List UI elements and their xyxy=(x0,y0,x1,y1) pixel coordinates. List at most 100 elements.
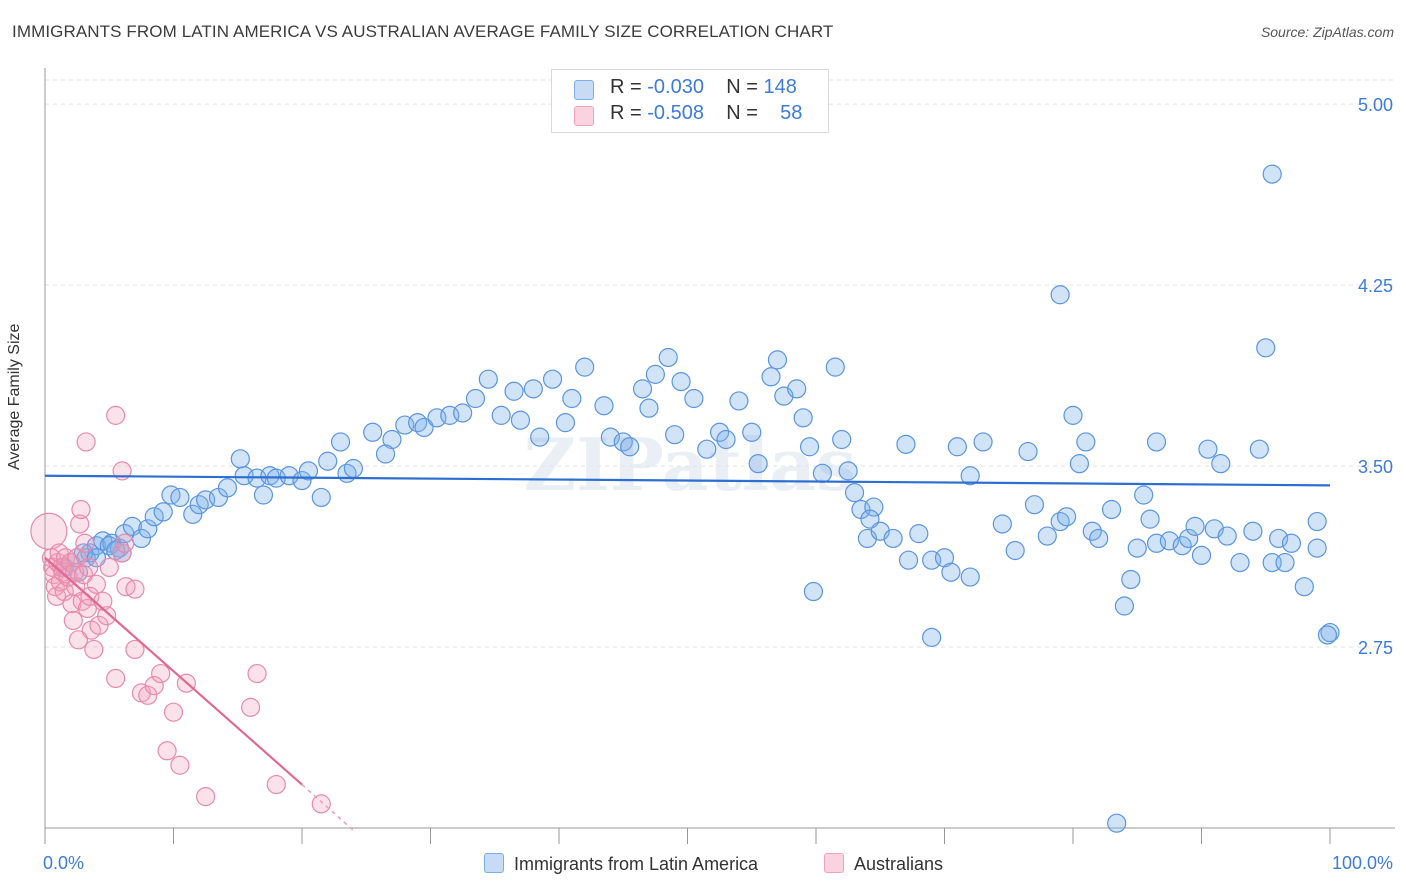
point-immigrants xyxy=(453,403,473,423)
point-immigrants xyxy=(1179,528,1199,549)
series-australians-points xyxy=(30,405,331,814)
point-immigrants xyxy=(793,408,813,428)
legend-r-label: R = xyxy=(610,102,648,124)
point-immigrants xyxy=(183,504,203,524)
point-immigrants xyxy=(1024,495,1045,515)
point-immigrants xyxy=(1230,552,1250,573)
point-immigrants xyxy=(1134,485,1154,505)
point-immigrants xyxy=(645,364,665,384)
point-immigrants xyxy=(330,432,351,452)
point-immigrants xyxy=(1307,511,1327,532)
point-immigrants xyxy=(478,369,498,389)
point-australians xyxy=(77,598,98,619)
legend-n-value: 148 xyxy=(763,76,797,98)
point-immigrants xyxy=(292,470,312,491)
point-immigrants xyxy=(523,379,543,399)
point-immigrants xyxy=(1089,528,1109,549)
bottom-legend-swatch-pink xyxy=(824,853,844,873)
point-immigrants xyxy=(1275,552,1295,573)
point-immigrants xyxy=(639,398,659,418)
point-immigrants xyxy=(767,350,788,370)
point-immigrants xyxy=(1191,545,1212,565)
point-immigrants xyxy=(787,379,807,399)
point-australians xyxy=(106,405,126,425)
point-immigrants xyxy=(311,487,331,508)
bottom-legend-label: Immigrants from Latin America xyxy=(514,854,759,874)
point-immigrants xyxy=(799,437,820,457)
point-immigrants xyxy=(864,497,884,517)
trend-line-australians-extension xyxy=(301,784,354,831)
point-immigrants xyxy=(217,478,238,498)
point-immigrants xyxy=(844,483,865,503)
point-immigrants xyxy=(1211,454,1231,474)
point-australians xyxy=(115,533,135,553)
point-immigrants xyxy=(665,425,685,445)
point-immigrants xyxy=(279,466,299,486)
point-australians xyxy=(106,668,126,689)
point-immigrants xyxy=(947,437,967,457)
point-immigrants xyxy=(1217,526,1237,546)
point-australians xyxy=(99,557,119,578)
point-immigrants xyxy=(1317,625,1338,645)
point-immigrants xyxy=(909,524,929,544)
legend-r-label: R = xyxy=(610,76,648,98)
point-immigrants xyxy=(742,422,762,442)
legend-swatch-pink xyxy=(574,106,594,126)
point-immigrants xyxy=(992,514,1012,534)
bottom-legend-immigrants: Immigrants from Latin America xyxy=(484,853,758,875)
point-immigrants xyxy=(632,379,653,399)
point-australians xyxy=(79,557,99,578)
point-immigrants xyxy=(465,388,486,409)
point-australians xyxy=(151,663,171,684)
point-immigrants xyxy=(716,429,736,450)
legend-swatch-blue xyxy=(574,80,594,100)
point-immigrants xyxy=(1198,439,1218,459)
bottom-legend-swatch-blue xyxy=(484,853,504,873)
point-immigrants xyxy=(1069,454,1090,474)
point-immigrants xyxy=(860,509,880,529)
point-immigrants xyxy=(562,388,582,409)
point-immigrants xyxy=(1185,516,1205,536)
point-immigrants xyxy=(1146,432,1167,452)
series-immigrants-points xyxy=(54,164,1340,833)
point-immigrants xyxy=(138,519,158,539)
legend-n-value: 58 xyxy=(780,102,803,124)
y-tick-label: 4.25 xyxy=(1358,276,1393,296)
point-immigrants xyxy=(1249,439,1269,459)
watermark: ZIPatlas xyxy=(524,422,857,507)
point-immigrants xyxy=(1243,521,1263,541)
point-immigrants xyxy=(555,413,576,433)
point-immigrants xyxy=(153,502,173,522)
x-tick-label: 0.0% xyxy=(43,853,84,873)
point-australians xyxy=(163,702,184,722)
point-australians xyxy=(157,741,177,761)
legend-n-label: N = xyxy=(726,76,764,98)
point-immigrants xyxy=(343,458,363,479)
point-australians xyxy=(97,606,117,626)
point-immigrants xyxy=(1172,536,1192,556)
point-immigrants xyxy=(1320,622,1340,643)
point-immigrants xyxy=(575,357,595,377)
point-australians xyxy=(196,787,216,807)
point-immigrants xyxy=(960,466,980,486)
point-immigrants xyxy=(1294,577,1314,597)
point-immigrants xyxy=(510,410,531,430)
bottom-legend-label: Australians xyxy=(854,854,944,874)
point-immigrants xyxy=(1281,533,1302,553)
point-immigrants xyxy=(710,422,730,442)
point-immigrants xyxy=(414,417,434,438)
point-immigrants xyxy=(594,396,614,416)
point-australians xyxy=(241,697,261,717)
point-immigrants xyxy=(530,427,550,447)
point-australians xyxy=(170,755,190,775)
y-tick-label: 3.50 xyxy=(1358,457,1393,477)
point-australians xyxy=(89,615,109,635)
chart-title: IMMIGRANTS FROM LATIN AMERICA VS AUSTRAL… xyxy=(12,22,834,41)
point-australians xyxy=(125,639,145,660)
point-immigrants xyxy=(1056,507,1077,527)
point-australians xyxy=(68,630,89,650)
point-immigrants xyxy=(1159,531,1179,551)
point-immigrants xyxy=(318,451,338,471)
point-immigrants xyxy=(542,369,563,389)
point-immigrants xyxy=(298,461,319,481)
